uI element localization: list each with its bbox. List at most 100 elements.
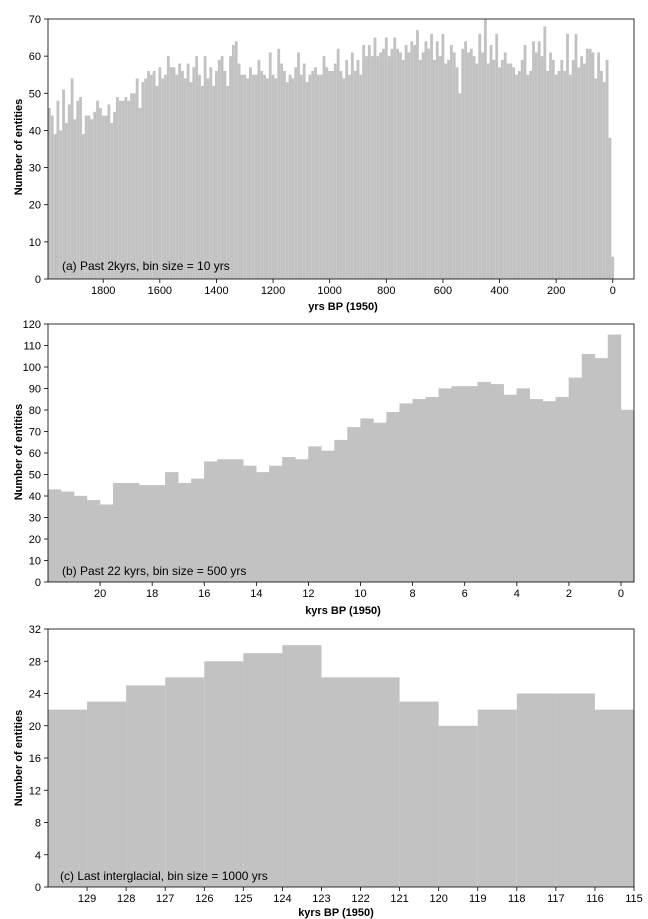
bar <box>118 100 122 280</box>
bar <box>48 108 51 279</box>
bar <box>299 74 303 280</box>
bar <box>407 52 411 280</box>
y-tick-label: 40 <box>29 491 41 503</box>
bar <box>73 119 77 279</box>
y-tick-label: 60 <box>29 448 41 460</box>
bar <box>294 67 298 279</box>
bar <box>520 59 524 279</box>
bar <box>192 67 196 279</box>
bar <box>577 67 581 279</box>
bar <box>305 82 309 279</box>
bar <box>321 450 335 583</box>
bar <box>438 388 452 583</box>
bar <box>461 48 465 280</box>
bar <box>141 82 145 279</box>
bar <box>87 115 91 279</box>
bar <box>319 74 323 280</box>
bar <box>466 52 470 280</box>
bar <box>96 100 99 280</box>
bar <box>554 74 558 280</box>
bar <box>379 52 383 280</box>
bar <box>529 71 533 279</box>
x-tick-label: 200 <box>547 285 565 297</box>
bar <box>620 409 635 583</box>
bar <box>551 59 555 279</box>
bar <box>291 78 295 280</box>
bar <box>166 56 170 279</box>
bar <box>515 74 518 280</box>
bar <box>591 52 595 280</box>
bar <box>580 56 584 279</box>
bar <box>458 93 462 279</box>
panel-c-bars <box>48 645 634 888</box>
y-tick-label: 4 <box>35 850 41 862</box>
bar <box>483 19 487 279</box>
y-tick-label: 40 <box>29 125 41 137</box>
bar <box>477 381 491 583</box>
bar <box>183 78 187 280</box>
bar <box>277 48 281 280</box>
bar <box>81 134 85 279</box>
bar <box>425 396 439 583</box>
y-tick-label: 10 <box>29 237 41 249</box>
x-tick-label: 120 <box>429 893 447 905</box>
y-tick-label: 70 <box>29 14 41 26</box>
bar <box>495 33 499 279</box>
bar <box>220 56 224 279</box>
bar <box>424 41 428 279</box>
bar <box>452 52 456 280</box>
bar <box>282 457 296 583</box>
bar <box>386 411 400 583</box>
panel-c-yticks: 0 4 8 12 16 20 24 28 32 <box>29 624 48 894</box>
bar <box>516 693 556 887</box>
y-tick-label: 28 <box>29 656 41 668</box>
bar <box>64 123 68 279</box>
bar <box>421 52 425 280</box>
bar <box>568 377 583 583</box>
bar <box>198 74 201 280</box>
bar <box>212 85 216 279</box>
bar <box>263 74 266 280</box>
bar <box>256 472 270 583</box>
x-tick-label: 116 <box>586 893 604 905</box>
bar <box>345 59 349 279</box>
bar <box>489 45 493 279</box>
bar <box>475 63 479 279</box>
bar <box>132 93 136 279</box>
bar <box>602 82 606 279</box>
bar <box>503 394 517 583</box>
bar <box>107 104 111 280</box>
bar <box>594 709 634 888</box>
bar <box>98 108 102 279</box>
x-tick-label: 121 <box>390 893 408 905</box>
bar <box>285 82 289 279</box>
bar <box>336 48 340 280</box>
bar <box>449 45 453 279</box>
bar <box>321 677 361 888</box>
bar <box>110 123 114 279</box>
bar <box>373 422 387 583</box>
bar <box>427 48 431 280</box>
bar <box>356 59 360 279</box>
y-tick-label: 10 <box>29 556 41 568</box>
bar <box>229 56 233 279</box>
bar <box>526 74 530 280</box>
x-tick-label: 126 <box>195 893 213 905</box>
bar <box>217 59 221 279</box>
bar <box>237 63 241 279</box>
bar <box>347 427 361 583</box>
bar <box>370 56 374 279</box>
y-tick-label: 0 <box>35 274 41 286</box>
bar <box>600 71 603 279</box>
bar <box>178 63 182 279</box>
bar <box>181 71 184 279</box>
x-tick-label: 14 <box>250 588 262 600</box>
bar <box>560 59 564 279</box>
x-tick-label: 16 <box>198 588 210 600</box>
x-tick-label: 400 <box>490 285 508 297</box>
bar <box>373 37 377 279</box>
x-tick-label: 6 <box>462 588 468 600</box>
y-tick-label: 120 <box>23 319 41 331</box>
bar <box>516 388 530 583</box>
